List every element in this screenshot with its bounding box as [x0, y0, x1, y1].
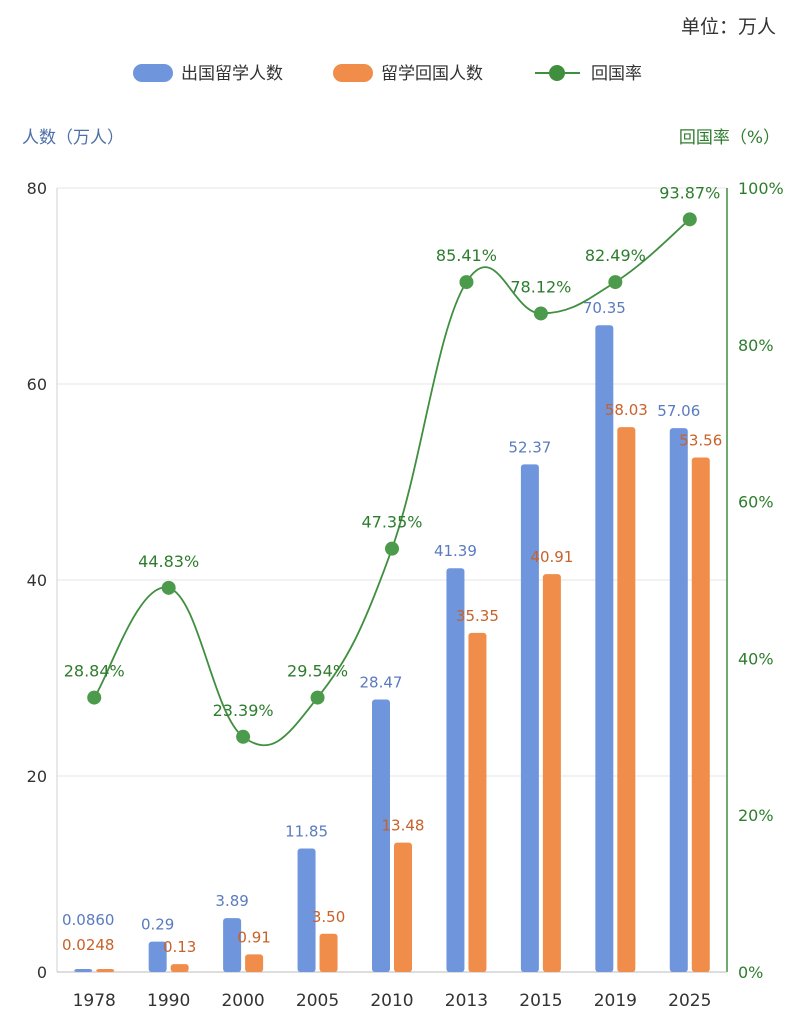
y-tick-label: 0 — [37, 963, 47, 982]
bar-returned — [691, 457, 710, 972]
x-tick-label: 2025 — [668, 991, 711, 1011]
bar-returned — [245, 954, 264, 972]
x-tick-label: 1978 — [73, 991, 116, 1011]
bar-label-returned: 0.13 — [163, 938, 196, 956]
bar-label-returned: 58.03 — [605, 401, 648, 419]
bar-outbound — [669, 428, 688, 973]
bar-label-returned: 0.91 — [237, 928, 270, 946]
bar-returned — [542, 574, 561, 972]
bar-label-returned: 0.0248 — [62, 936, 115, 954]
x-tick-label: 1990 — [147, 991, 190, 1011]
bar-label-returned: 3.50 — [312, 908, 345, 926]
rate-point — [682, 212, 697, 227]
rate-point — [459, 275, 474, 290]
bar-label-returned: 35.35 — [456, 607, 499, 625]
legend-swatch-returned — [333, 64, 373, 82]
x-tick-label: 2005 — [296, 991, 339, 1011]
y-tick-label: 60 — [27, 375, 47, 394]
legend-label-outbound: 出国留学人数 — [181, 64, 283, 84]
bar-outbound — [223, 918, 242, 972]
bar-label-outbound: 28.47 — [360, 674, 403, 692]
bar-returned — [319, 933, 338, 972]
legend-swatch-outbound — [133, 64, 173, 82]
rate-point — [310, 690, 325, 705]
bar-returned — [394, 842, 412, 972]
bar-label-returned: 53.56 — [679, 432, 722, 450]
y-tick-label: 40 — [27, 571, 47, 590]
bar-outbound — [74, 969, 93, 972]
bar-label-outbound: 0.29 — [141, 916, 174, 934]
rate-point — [161, 580, 176, 595]
x-tick-label: 2000 — [221, 991, 264, 1011]
rate-label: 82.49% — [585, 246, 646, 265]
y2-tick-label: 80% — [738, 336, 774, 355]
y-axis-title: 人数（万人） — [22, 128, 124, 148]
y-tick-label: 20 — [27, 767, 47, 786]
bar-outbound — [297, 848, 316, 972]
rate-point — [385, 541, 399, 556]
bar-label-outbound: 41.39 — [434, 542, 477, 560]
y2-tick-label: 0% — [738, 963, 763, 982]
legend-label-rate: 回国率 — [591, 64, 642, 84]
rate-point — [236, 729, 251, 744]
y2-tick-label: 100% — [738, 179, 784, 198]
x-tick-label: 2013 — [445, 991, 488, 1011]
x-tick-label: 2010 — [370, 991, 413, 1011]
bar-returned — [617, 427, 636, 972]
bar-outbound — [372, 699, 390, 972]
bar-returned — [170, 964, 189, 972]
rate-label: 29.54% — [287, 662, 348, 681]
rate-point — [608, 275, 623, 290]
bar-outbound — [148, 941, 167, 972]
unit-note: 单位：万人 — [681, 16, 776, 38]
legend-label-returned: 留学回国人数 — [381, 64, 483, 84]
rate-label: 23.39% — [213, 701, 274, 720]
bar-label-returned: 40.91 — [530, 548, 573, 566]
bar-label-returned: 13.48 — [382, 817, 425, 835]
bar-outbound — [595, 325, 614, 972]
rate-label: 85.41% — [436, 246, 497, 265]
rate-label: 44.83% — [138, 552, 199, 571]
bar-label-outbound: 52.37 — [508, 438, 551, 456]
y2-tick-label: 20% — [738, 806, 774, 825]
y-tick-label: 80 — [27, 179, 47, 198]
y2-axis-title: 回国率（%） — [679, 128, 780, 148]
y2-tick-label: 40% — [738, 649, 774, 668]
bar-label-outbound: 57.06 — [657, 402, 700, 420]
rate-point — [87, 690, 102, 705]
x-tick-label: 2015 — [519, 991, 562, 1011]
rate-label: 47.35% — [361, 513, 422, 532]
bar-label-outbound: 0.0860 — [62, 911, 115, 929]
rate-label: 28.84% — [64, 662, 125, 681]
bar-outbound — [446, 568, 465, 972]
y2-tick-label: 60% — [738, 493, 774, 512]
bar-outbound — [520, 464, 539, 972]
bar-returned — [468, 632, 487, 972]
bar-returned — [96, 969, 115, 972]
rate-label: 93.87% — [659, 183, 720, 202]
bar-label-outbound: 70.35 — [583, 299, 626, 317]
legend-marker-rate — [549, 65, 565, 81]
rate-label: 78.12% — [510, 277, 571, 296]
rate-point — [533, 306, 548, 321]
bar-label-outbound: 11.85 — [285, 823, 328, 841]
x-tick-label: 2019 — [594, 991, 637, 1011]
bar-label-outbound: 3.89 — [215, 892, 248, 910]
